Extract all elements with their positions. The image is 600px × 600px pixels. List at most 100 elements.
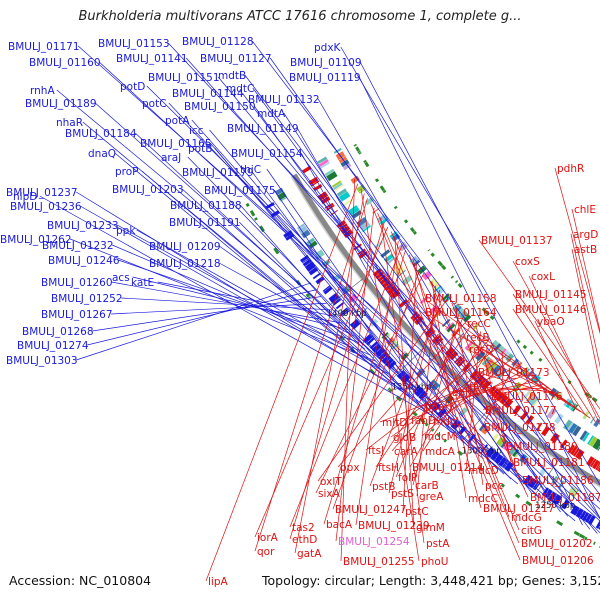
gene-label-forward[interactable]: acs [112,272,130,284]
gene-label-reverse[interactable]: argD [573,229,598,241]
gene-label-forward[interactable]: rnhA [30,85,55,97]
gene-label-forward[interactable]: potD [120,81,145,93]
gene-label-forward[interactable]: BMULJ_01274 [17,340,89,352]
gene-label-reverse[interactable]: mdcL [433,416,462,428]
gene-label-forward[interactable]: BMULJ_01119 [289,72,361,84]
gene-label-reverse[interactable]: greA [419,491,444,503]
gene-label-reverse[interactable]: gatA [297,548,322,560]
gene-label-reverse[interactable]: mdcD [468,465,499,477]
gene-label-forward[interactable]: BMULJ_01150 [184,101,256,113]
gene-label-reverse[interactable]: recC [467,318,491,330]
gene-label-forward[interactable]: BMULJ_01232 [42,240,114,252]
gene-label-forward[interactable]: BMULJ_01151 [148,72,220,84]
gene-label-forward[interactable]: nhaR [56,117,83,129]
gene-label-reverse[interactable]: BMULJ_01178 [484,422,556,434]
gene-label-forward[interactable]: BMULJ_01191 [169,217,241,229]
gene-label-forward[interactable]: BMULJ_01141 [116,53,188,65]
gene-label-forward[interactable]: BMULJ_01128 [182,36,254,48]
gene-label-reverse[interactable]: mdcA [425,446,456,458]
gene-label-forward[interactable]: mdtB [218,70,246,82]
gene-label-forward[interactable]: BMULJ_01268 [22,326,94,338]
gene-label-reverse[interactable]: folP [398,472,417,484]
gene-label-reverse[interactable]: ftsH [378,462,399,474]
gene-label-reverse[interactable]: bacA [326,519,353,531]
gene-label-reverse[interactable]: BMULJ_01186 [522,475,594,487]
gene-label-forward[interactable]: BMULJ_01260 [41,277,113,289]
gene-label-forward[interactable]: BMULJ_01132 [248,94,320,106]
gene-label-reverse[interactable]: coxS [515,256,540,268]
gene-label-reverse[interactable]: ybaO [537,316,565,328]
gene-label-forward[interactable]: BMULJ_01175 [204,185,276,197]
gene-label-reverse[interactable]: oxlT [320,476,342,488]
gene-label-reverse[interactable]: fabD [411,415,436,427]
gene-label-forward[interactable]: potC [142,98,167,110]
gene-label-reverse[interactable]: astB [574,244,597,256]
gene-label-reverse[interactable]: BMULJ_01202 [521,538,593,550]
gene-label-forward[interactable]: BMULJ_01160 [29,57,101,69]
gene-label-forward[interactable]: pdxK [314,42,342,54]
gene-label-forward[interactable]: BMULJ_01154 [231,148,303,160]
gene-label-forward[interactable]: nlpD [13,191,37,203]
gene-label-forward[interactable]: BMULJ_01171 [8,41,80,53]
gene-label-forward[interactable]: katE [131,277,154,289]
gene-label-forward[interactable]: icc [189,125,204,137]
gene-label-forward[interactable]: BMULJ_01188 [170,200,242,212]
gene-label-reverse[interactable]: ethD [292,534,317,546]
gene-label-forward[interactable]: BMULJ_01127 [200,53,272,65]
gene-label-forward[interactable]: ppk [116,225,136,237]
gene-label-reverse[interactable]: chlE [574,204,596,216]
gene-label-reverse[interactable]: BMULJ_01254 [338,536,410,548]
gene-label-reverse[interactable]: BMULJ_01164 [425,307,497,319]
gene-label-forward[interactable]: BMULJ_01233 [47,220,119,232]
gene-label-reverse[interactable]: pstS [391,488,414,500]
gene-label-forward[interactable]: BMULJ_01144 [172,88,244,100]
gene-label-reverse[interactable]: sixA [318,488,341,500]
gene-label-forward[interactable]: BMULJ_01179 [182,167,254,179]
gene-label-reverse[interactable]: BMULJ_01255 [343,556,415,568]
gene-label-forward[interactable]: BMULJ_01149 [227,123,299,135]
gene-label-forward[interactable]: BMULJ_01153 [98,38,170,50]
gene-label-reverse[interactable]: mdcC [468,493,498,505]
gene-label-reverse[interactable]: BMULJ_01158 [425,293,497,305]
gene-label-reverse[interactable]: phoU [421,556,448,568]
gene-label-forward[interactable]: BMULJ_01165 [140,138,212,150]
gene-label-reverse[interactable]: paaH [425,401,452,413]
gene-label-forward[interactable]: BMULJ_01218 [149,258,221,270]
gene-label-reverse[interactable]: aphA [452,387,480,399]
gene-label-forward[interactable]: dnaQ [88,148,116,160]
gene-label-reverse[interactable]: BMULJ_01181 [513,457,585,469]
gene-label-forward[interactable]: BMULJ_01184 [65,128,137,140]
gene-label-reverse[interactable]: pstB [372,481,395,493]
gene-label-reverse[interactable]: BMULJ_01137 [481,235,553,247]
gene-label-reverse[interactable]: ftsJ [368,445,384,457]
gene-label-reverse[interactable]: fhaC [469,381,493,393]
gene-label-reverse[interactable]: BMULJ_01145 [515,289,587,301]
gene-label-forward[interactable]: BMULJ_01109 [290,57,362,69]
gene-label-reverse[interactable]: qor [257,546,275,558]
gene-label-reverse[interactable]: ppx [340,462,360,474]
gene-label-reverse[interactable]: iorA [257,532,279,544]
gene-label-forward[interactable]: BMULJ_01189 [25,98,97,110]
gene-label-reverse[interactable]: BMULJ_01176 [491,391,563,403]
gene-label-reverse[interactable]: mdcM [424,431,456,443]
gene-label-forward[interactable]: proP [115,166,139,178]
gene-label-reverse[interactable]: BMULJ_01247 [335,504,407,516]
gene-label-reverse[interactable]: carB [415,480,439,492]
gene-label-reverse[interactable]: BMULJ_01206 [522,555,594,567]
gene-label-forward[interactable]: mdtC [226,83,254,95]
gene-label-forward[interactable]: BMULJ_01303 [6,355,78,367]
gene-label-reverse[interactable]: recD [469,344,493,356]
gene-label-reverse[interactable]: BMULJ_01187 [530,492,600,504]
gene-label-forward[interactable]: BMULJ_01203 [112,184,184,196]
gene-label-reverse[interactable]: pdhR [557,163,584,175]
gene-label-reverse[interactable]: BMULJ_01239 [358,520,430,532]
gene-label-reverse[interactable]: BMULJ_01146 [515,304,587,316]
gene-label-reverse[interactable]: citG [521,525,542,537]
gene-label-reverse[interactable]: lipA [208,576,228,588]
gene-label-reverse[interactable]: mdcG [511,512,542,524]
gene-label-forward[interactable]: thiC [240,164,261,176]
gene-label-forward[interactable]: BMULJ_01267 [41,309,113,321]
gene-label-reverse[interactable]: pcc [485,480,503,492]
gene-label-reverse[interactable]: tas2 [292,522,315,534]
gene-label-reverse[interactable]: glmM [416,522,445,534]
